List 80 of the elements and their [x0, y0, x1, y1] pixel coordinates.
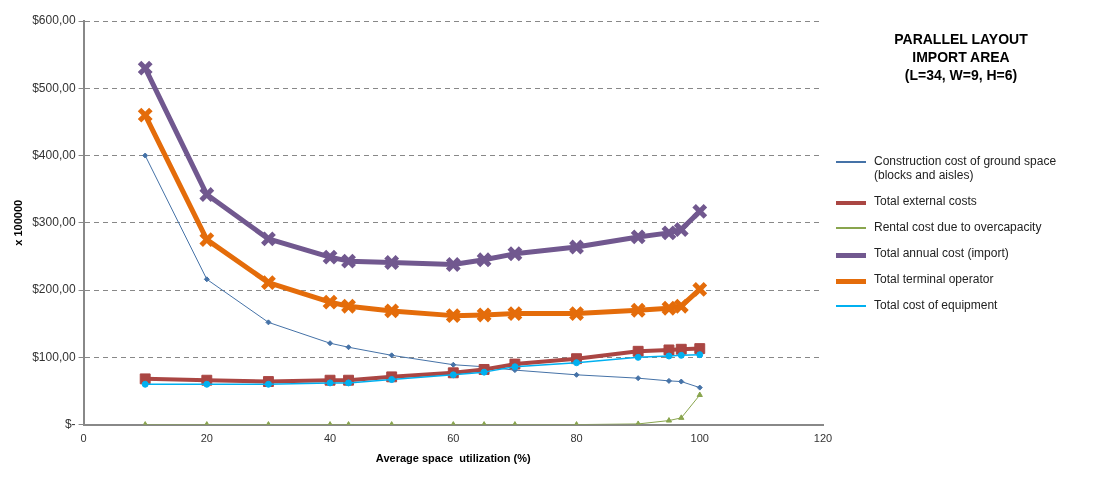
point [677, 351, 685, 359]
point [445, 307, 462, 324]
point [321, 294, 339, 311]
point [450, 361, 457, 368]
point [696, 384, 703, 391]
x-tick-label: 100 [690, 432, 709, 445]
point [573, 359, 581, 367]
point [480, 368, 488, 376]
point [383, 254, 400, 271]
point [691, 281, 708, 298]
point [260, 274, 277, 291]
point [198, 231, 215, 248]
x-tick-label: 40 [323, 432, 337, 445]
point [665, 352, 673, 360]
point [198, 186, 215, 203]
point [264, 380, 272, 388]
point [327, 340, 334, 347]
y-tick-label: $200,00 [32, 282, 76, 297]
point [660, 224, 678, 242]
x-axis-title: Average space utilization (%) [375, 452, 532, 465]
point [475, 306, 493, 324]
point [388, 352, 395, 359]
x-tick-label: 120 [813, 432, 833, 445]
point [568, 305, 585, 322]
legend-label: Construction cost of ground space (blocks and aisles) [874, 154, 1058, 182]
point [635, 375, 642, 382]
point [665, 377, 672, 384]
point [137, 59, 154, 77]
point [326, 379, 334, 387]
y-tick-label: $- [64, 416, 76, 431]
point [573, 371, 580, 378]
x-tick-label: 60 [447, 432, 460, 445]
x-tick-label: 80 [570, 432, 583, 445]
point [678, 378, 685, 385]
point [629, 228, 647, 246]
point [340, 298, 357, 315]
point [691, 203, 708, 220]
point [445, 256, 462, 273]
point [141, 380, 149, 388]
point [511, 363, 519, 371]
point [321, 248, 339, 266]
point [203, 380, 211, 388]
legend-label: Total external costs [874, 194, 978, 208]
point [388, 376, 396, 384]
y-tick-label: $600,00 [32, 13, 76, 28]
point [673, 221, 690, 238]
point [142, 152, 149, 159]
point [383, 302, 400, 320]
point [568, 238, 585, 256]
point [696, 391, 703, 397]
y-axis-title: x 100000 [11, 199, 24, 246]
point [449, 371, 457, 379]
point [340, 252, 357, 270]
y-tick-label: $300,00 [32, 215, 76, 230]
y-tick-label: $500,00 [32, 80, 76, 95]
point [696, 351, 704, 359]
text: PARALLEL LAYOUT IMPORT AREA (L=34, W=9, H=6) [893, 30, 1029, 84]
x-tick-label: 0 [80, 432, 87, 445]
x-tick-label: 20 [200, 432, 213, 445]
legend-label: Total annual cost (import) [874, 246, 1010, 260]
point [265, 319, 272, 326]
point [475, 251, 493, 268]
legend-label: Total cost of equipment [874, 298, 999, 312]
point [345, 344, 352, 351]
point [673, 298, 690, 315]
point [665, 417, 673, 423]
y-tick-label: $100,00 [32, 349, 76, 364]
y-tick-label: $400,00 [32, 147, 76, 162]
point [260, 230, 277, 248]
point [660, 300, 678, 317]
point [629, 302, 647, 319]
point [506, 245, 524, 262]
point [137, 107, 154, 124]
point [678, 414, 685, 420]
legend-label: Rental cost due to overcapacity [874, 220, 1043, 234]
point [506, 305, 524, 322]
legend-label: Total terminal operator [874, 272, 995, 286]
point [634, 353, 642, 361]
point [203, 276, 210, 283]
point [345, 379, 353, 387]
